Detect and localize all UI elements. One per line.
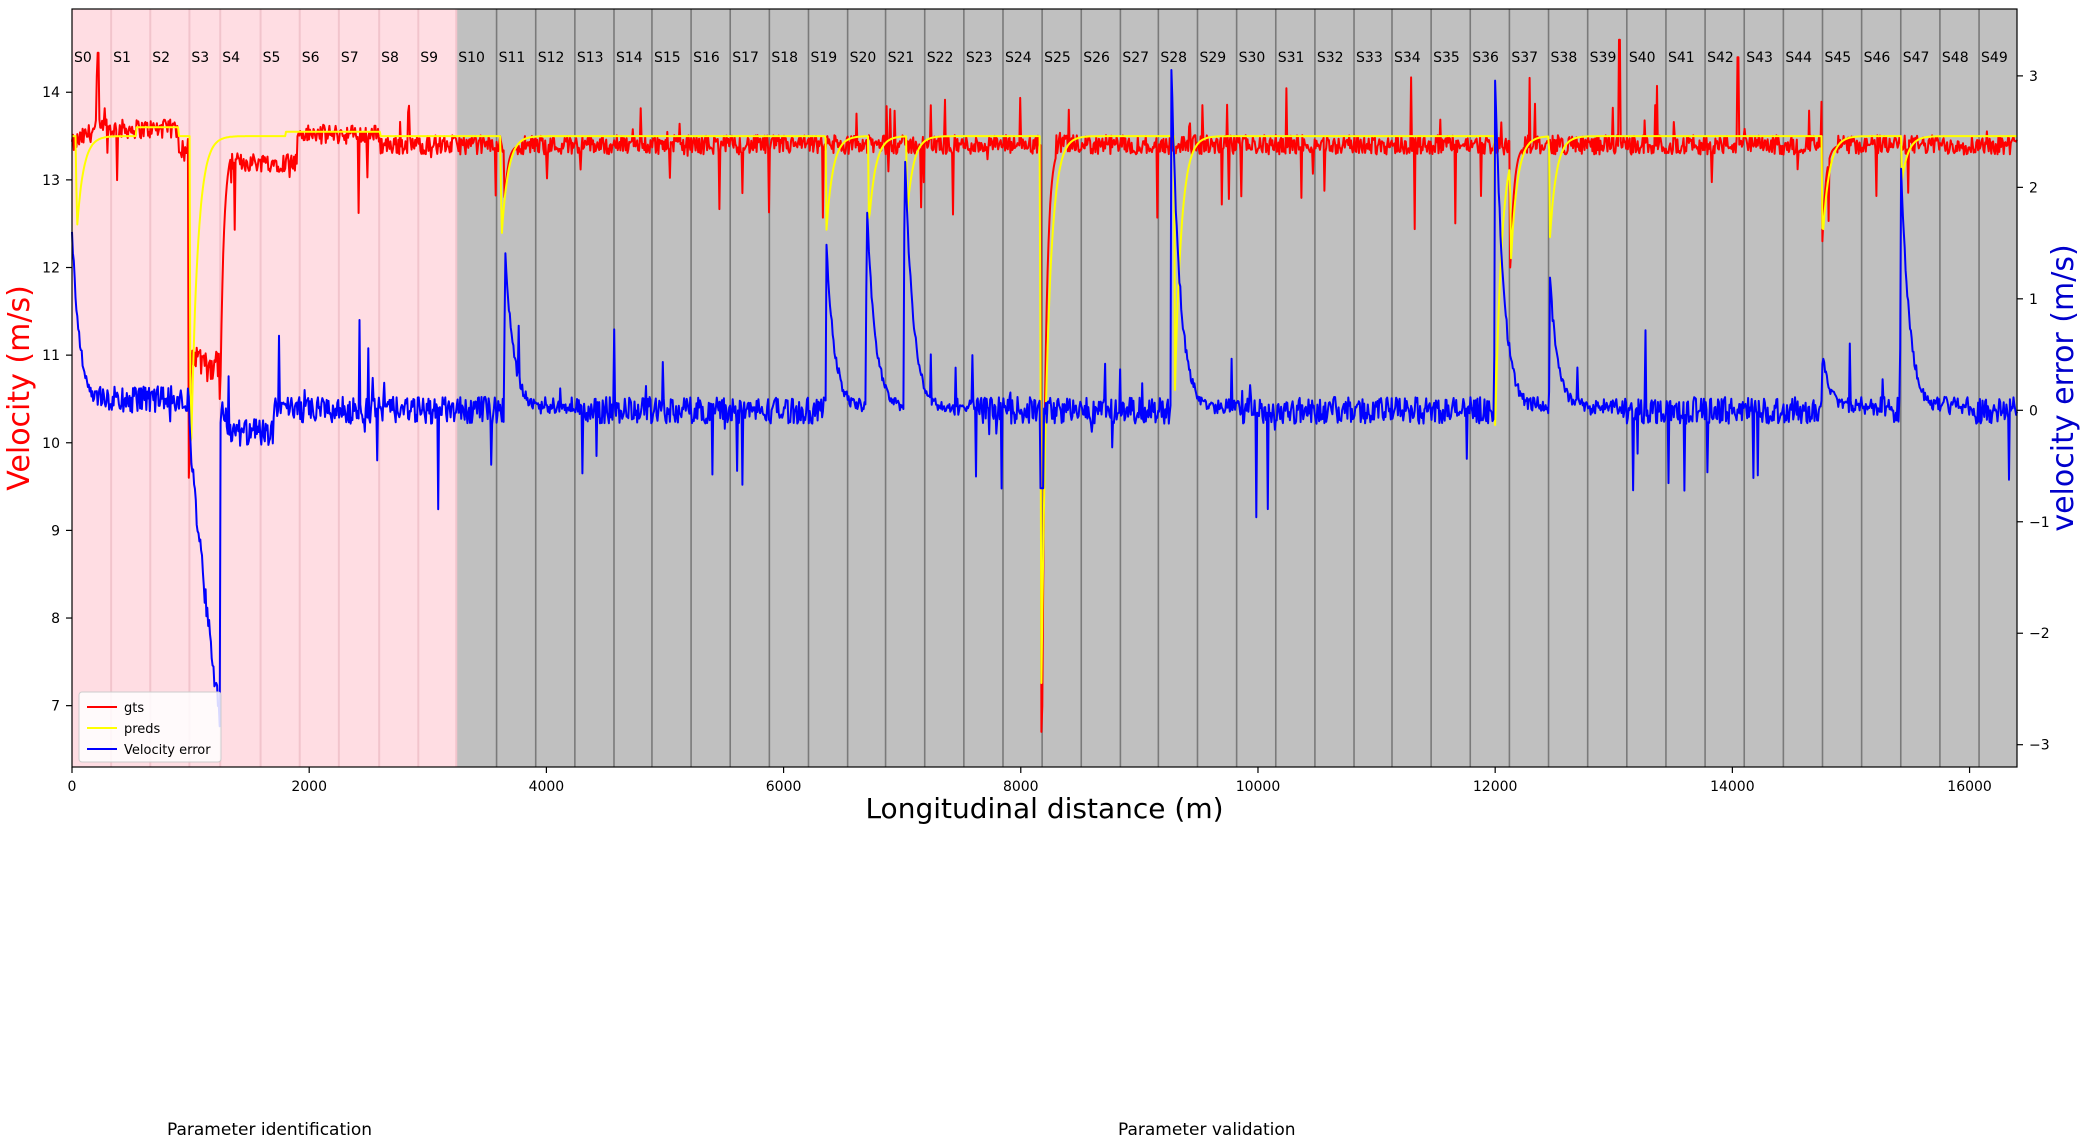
section-label-s19: S19	[810, 50, 837, 66]
section-label-s30: S30	[1239, 50, 1266, 66]
section-label-s28: S28	[1160, 50, 1187, 66]
section-label-s34: S34	[1394, 50, 1421, 66]
section-label-s39: S39	[1590, 50, 1617, 66]
section-label-s22: S22	[927, 50, 954, 66]
section-label-s9: S9	[420, 50, 438, 66]
y-tick-label-left: 7	[51, 699, 60, 715]
legend-box	[78, 691, 222, 763]
section-label-s21: S21	[888, 50, 915, 66]
legend-label: Velocity error	[124, 743, 211, 758]
section-label-s11: S11	[499, 50, 526, 66]
section-label-s35: S35	[1433, 50, 1460, 66]
section-label-s40: S40	[1629, 50, 1656, 66]
y-tick-label-left: 14	[42, 85, 60, 101]
section-label-s8: S8	[381, 50, 399, 66]
x-tick-label: 8000	[1003, 779, 1039, 795]
section-label-s26: S26	[1083, 50, 1110, 66]
section-label-s36: S36	[1472, 50, 1499, 66]
section-label-s6: S6	[302, 50, 320, 66]
section-label-s17: S17	[732, 50, 759, 66]
section-label-s25: S25	[1044, 50, 1071, 66]
section-labels: S0 S1 S2 S3 S4 S5 S6 S7 S8 S9 S10 S11 S12 S13 S14 S15 S1…	[74, 50, 2008, 66]
caption-identification: Parameter identification	[167, 1120, 373, 1140]
section-label-s15: S15	[654, 50, 681, 66]
y-tick-label-right: 0	[2029, 403, 2038, 419]
x-tick-label: 14000	[1710, 779, 1755, 795]
legend: gts preds Velocity error	[78, 691, 222, 763]
y-tick-label-right: −3	[2029, 738, 2050, 754]
section-label-s31: S31	[1278, 50, 1305, 66]
y-tick-label-left: 11	[42, 348, 60, 364]
y-axis-label-right: velocity error (m/s)	[2046, 244, 2081, 531]
section-label-s32: S32	[1317, 50, 1344, 66]
series-velocity-error	[71, 69, 2018, 728]
section-label-s43: S43	[1746, 50, 1773, 66]
section-label-s27: S27	[1122, 50, 1149, 66]
y-tick-label-left: 12	[42, 261, 60, 277]
series-preds	[71, 126, 2018, 684]
x-tick-label: 4000	[529, 779, 565, 795]
section-label-s13: S13	[577, 50, 604, 66]
section-label-s4: S4	[222, 50, 240, 66]
y-tick-label-left: 13	[42, 173, 60, 189]
section-label-s47: S47	[1903, 50, 1930, 66]
section-label-s16: S16	[693, 50, 720, 66]
section-label-s37: S37	[1511, 50, 1538, 66]
x-tick-label: 12000	[1473, 779, 1518, 795]
section-label-s7: S7	[341, 50, 359, 66]
section-label-s3: S3	[191, 50, 209, 66]
section-label-s29: S29	[1199, 50, 1226, 66]
y-tick-label-left: 10	[42, 436, 60, 452]
series-lines	[71, 38, 2018, 733]
y-tick-label-right: −1	[2029, 515, 2050, 531]
section-label-s14: S14	[616, 50, 643, 66]
x-axis-label: Longitudinal distance (m)	[865, 792, 1223, 825]
section-label-s12: S12	[538, 50, 565, 66]
section-label-s23: S23	[966, 50, 993, 66]
x-tick-label: 10000	[1236, 779, 1281, 795]
section-label-s2: S2	[152, 50, 170, 66]
section-label-s33: S33	[1356, 50, 1383, 66]
x-tick-label: 0	[68, 779, 77, 795]
plot-frame	[71, 8, 2018, 768]
caption-validation: Parameter validation	[1118, 1120, 1296, 1140]
section-label-s5: S5	[263, 50, 281, 66]
section-label-s24: S24	[1005, 50, 1032, 66]
section-label-s45: S45	[1825, 50, 1852, 66]
section-label-s46: S46	[1864, 50, 1891, 66]
section-label-s44: S44	[1785, 50, 1812, 66]
legend-label: gts	[124, 701, 144, 716]
section-label-s48: S48	[1942, 50, 1969, 66]
y-tick-label-left: 8	[51, 611, 60, 627]
section-label-s42: S42	[1707, 50, 1734, 66]
section-label-s20: S20	[850, 50, 877, 66]
section-label-s41: S41	[1668, 50, 1695, 66]
section-label-s18: S18	[771, 50, 798, 66]
x-tick-label: 2000	[291, 779, 327, 795]
section-label-s10: S10	[458, 50, 485, 66]
section-label-s1: S1	[113, 50, 131, 66]
y-tick-label-right: 1	[2029, 292, 2038, 308]
section-label-s49: S49	[1981, 50, 2008, 66]
identification-region	[72, 9, 457, 767]
y-axis-label-left: Velocity (m/s)	[2, 285, 37, 491]
x-tick-label: 16000	[1947, 779, 1992, 795]
y-tick-label-left: 9	[51, 523, 60, 539]
x-tick-label: 6000	[766, 779, 802, 795]
legend-label: preds	[124, 722, 161, 737]
section-label-s38: S38	[1551, 50, 1578, 66]
axes: 0 2000 4000 6000 8000 10000 12000 14000 16000 7 8 9…	[2, 8, 2081, 825]
section-label-s0: S0	[74, 50, 92, 66]
y-tick-label-right: 2	[2029, 180, 2038, 196]
y-tick-label-right: −2	[2029, 626, 2050, 642]
y-tick-label-right: 3	[2029, 69, 2038, 85]
